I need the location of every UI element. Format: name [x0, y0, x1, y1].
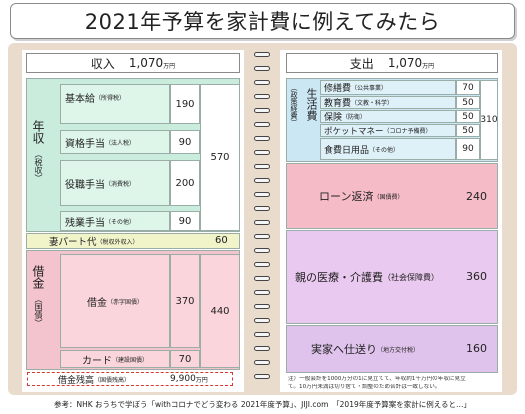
remit-label: 実家へ仕送り: [311, 343, 377, 356]
debt-total: 440: [200, 254, 240, 368]
living-value-education: 50: [456, 96, 480, 109]
income-item-label: 役職手当: [65, 179, 105, 191]
debt-section-sublabel: （国債）: [34, 295, 43, 327]
source-footer: 参考：NHK おうちで学ぼう「withコロナでどう変わる 2021年度予算」、J…: [53, 399, 472, 409]
living-item-food: 食費日用品 （その他）: [320, 138, 456, 160]
living-item-label: 食費日用品: [324, 145, 370, 156]
expense-header-label: 支出: [349, 56, 374, 71]
living-section-label: 生活費: [305, 88, 318, 121]
income-value-overtime: 90: [170, 211, 200, 231]
debt-balance-box: 借金残高 （国債残高） 9,900 万円: [27, 372, 233, 386]
living-item-note: （その他）: [369, 146, 400, 154]
care-value: 360: [466, 270, 487, 283]
income-header-unit: 万円: [163, 62, 176, 70]
expense-header: 支出 1,070 万円: [286, 53, 498, 73]
loan-repay-label: ローン返済: [319, 190, 374, 203]
part-time-note: （税収外収入）: [96, 238, 139, 246]
income-item-note: （その他）: [105, 218, 136, 226]
remit-value: 160: [466, 342, 487, 355]
living-value-food: 90: [456, 138, 480, 160]
living-item-note: （防衛）: [342, 114, 367, 121]
remit-row: 実家へ仕送り （地方交付税）: [286, 325, 498, 373]
loan-repay-value: 240: [466, 190, 487, 203]
card-value: 70: [170, 350, 200, 368]
part-time-value: 60: [215, 235, 228, 246]
living-section-sublabel: （政策経費）: [290, 84, 298, 126]
income-item-basic: 基本給 （所得税）: [60, 84, 170, 124]
income-value-position: 200: [170, 160, 200, 206]
income-header: 収入 1,070 万円: [26, 53, 240, 73]
living-value-repair: 70: [456, 80, 480, 95]
loan-note: （赤字国債）: [106, 298, 143, 306]
part-time-label: 妻パート代: [49, 237, 97, 248]
living-value-insurance: 50: [456, 110, 480, 123]
debt-section-label: 借金: [31, 265, 45, 289]
living-item-note: （文教・科学）: [351, 100, 394, 107]
annual-income-total: 570: [200, 84, 240, 231]
card-note: （建設国債）: [111, 356, 148, 364]
income-item-label: 資格手当: [65, 138, 105, 150]
footnote-line-1: 注）一般会計を1000万分の1に見立てて、年収約1千万円の年収に見立: [288, 376, 466, 382]
loan-repay-note: （国債費）: [373, 193, 404, 201]
living-item-note: （公共事業）: [351, 85, 388, 92]
care-note: （社会保障費）: [383, 272, 439, 282]
income-header-amount: 1,070: [128, 56, 164, 70]
living-item-note: （コロナ予備費）: [383, 128, 432, 135]
loan-value: 370: [170, 254, 200, 348]
income-item-label: 残業手当: [65, 217, 105, 229]
income-item-note: （所得税）: [95, 94, 126, 102]
loan-label: 借金: [86, 297, 107, 309]
loan-item: 借金 （赤字国債）: [60, 254, 170, 348]
income-item-label: 基本給: [65, 93, 95, 105]
living-item-insurance: 保険 （防衛）: [320, 110, 456, 123]
income-header-label: 収入: [90, 56, 115, 71]
page-title: 2021年予算を家計費に例えてみたら: [10, 3, 515, 39]
living-item-label: ポケットマネー: [324, 126, 384, 137]
income-value-qualification: 90: [170, 130, 200, 154]
care-label: 親の医療・介護費: [295, 271, 383, 284]
expense-header-amount: 1,070: [387, 56, 423, 70]
living-item-label: 修繕費: [324, 84, 352, 94]
living-item-label: 保険: [324, 113, 343, 123]
income-item-note: （消費税）: [105, 180, 136, 188]
debt-balance-note: （国債残高）: [94, 376, 131, 384]
living-item-education: 教育費 （文教・科学）: [320, 96, 456, 109]
loan-repay-row: ローン返済 （国債費）: [286, 163, 498, 229]
part-time-row: 妻パート代 （税収外収入）: [26, 233, 240, 249]
living-item-repair: 修繕費 （公共事業）: [320, 80, 456, 95]
annual-income-sublabel: （税収）: [34, 150, 43, 182]
living-value-pocket: 50: [456, 124, 480, 137]
income-item-note: （法人税）: [105, 139, 136, 147]
income-item-overtime: 残業手当 （その他）: [60, 211, 170, 231]
income-value-basic: 190: [170, 84, 200, 124]
expense-header-unit: 万円: [422, 62, 435, 70]
living-item-label: 教育費: [324, 99, 352, 109]
footnote-line-2: て。10万円未満は切り捨て・調整のため合計は一致しない。: [288, 384, 441, 390]
debt-balance-value: 9,900: [170, 374, 196, 384]
debt-balance-unit: 万円: [195, 376, 208, 384]
living-item-pocket: ポケットマネー （コロナ予備費）: [320, 124, 456, 137]
debt-balance-label: 借金残高: [58, 375, 95, 386]
living-total: 310: [480, 80, 498, 160]
remit-note: （地方交付税）: [377, 346, 420, 354]
annual-income-label: 年収: [31, 120, 45, 144]
card-label: カード: [81, 355, 112, 367]
care-row: 親の医療・介護費 （社会保障費）: [286, 230, 498, 324]
income-item-qualification: 資格手当 （法人税）: [60, 130, 170, 154]
card-item: カード （建設国債）: [60, 350, 170, 368]
income-item-position: 役職手当 （消費税）: [60, 160, 170, 206]
